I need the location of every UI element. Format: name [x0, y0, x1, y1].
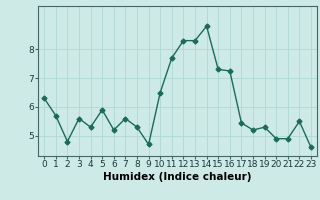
X-axis label: Humidex (Indice chaleur): Humidex (Indice chaleur) [103, 172, 252, 182]
